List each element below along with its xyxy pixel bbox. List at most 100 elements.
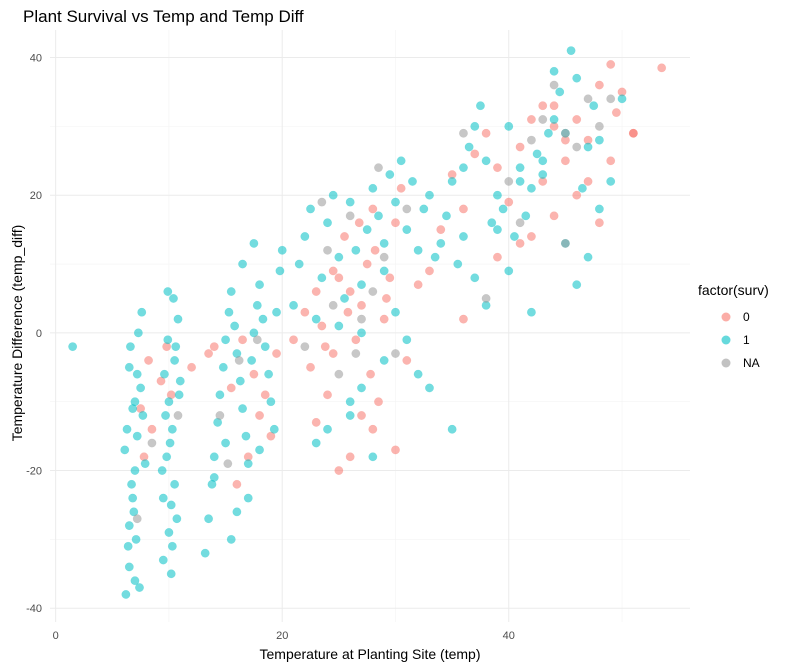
- data-point-1: [492, 225, 502, 235]
- data-point-1: [165, 438, 175, 448]
- data-point-1: [127, 479, 137, 489]
- data-point-na: [459, 128, 468, 138]
- data-point-1: [328, 190, 338, 200]
- data-point-na: [549, 80, 559, 90]
- data-point-1: [323, 218, 332, 228]
- data-point-1: [132, 369, 142, 379]
- data-point-0: [362, 259, 372, 269]
- data-point-1: [583, 142, 593, 152]
- data-point-na: [234, 355, 244, 365]
- data-point-1: [521, 211, 531, 221]
- data-point-0: [260, 390, 270, 400]
- data-point-0: [340, 232, 349, 241]
- data-point-0: [413, 280, 423, 290]
- data-point-0: [560, 156, 570, 166]
- data-point-0: [320, 342, 330, 352]
- data-point-0: [311, 287, 321, 297]
- data-point-1: [221, 438, 231, 448]
- legend-key-0: [721, 312, 731, 322]
- data-point-1: [169, 294, 178, 303]
- chart-title: Plant Survival vs Temp and Temp Diff: [23, 7, 304, 26]
- data-point-0: [187, 362, 197, 372]
- data-point-0: [266, 431, 276, 441]
- data-point-0: [657, 63, 667, 73]
- data-point-na: [328, 300, 338, 310]
- data-point-1: [345, 197, 355, 207]
- data-point-na: [351, 349, 361, 358]
- data-point-0: [357, 411, 366, 420]
- data-point-0: [343, 307, 353, 317]
- data-point-1: [209, 452, 219, 462]
- data-point-0: [572, 115, 582, 124]
- data-point-na: [606, 94, 616, 104]
- data-point-1: [311, 438, 321, 448]
- data-point-1: [249, 238, 259, 248]
- data-point-1: [170, 479, 180, 489]
- data-point-0: [249, 369, 259, 379]
- data-point-0: [374, 397, 383, 407]
- data-point-0: [366, 369, 376, 379]
- data-point-0: [526, 115, 536, 124]
- data-point-1: [241, 431, 251, 441]
- data-point-0: [345, 452, 355, 462]
- data-point-1: [425, 190, 434, 200]
- data-point-0: [255, 411, 265, 420]
- data-point-1: [589, 101, 599, 111]
- data-point-1: [124, 562, 134, 572]
- data-point-0: [232, 479, 242, 489]
- data-point-0: [204, 349, 214, 358]
- data-point-1: [396, 156, 406, 166]
- y-tick-label: -40: [26, 603, 42, 615]
- data-point-1: [351, 245, 361, 255]
- data-point-0: [425, 266, 434, 276]
- data-point-1: [345, 397, 355, 407]
- data-point-0: [272, 349, 281, 358]
- grid: [50, 30, 690, 622]
- data-point-1: [133, 328, 143, 338]
- data-point-1: [138, 411, 148, 420]
- data-point-0: [323, 390, 332, 400]
- data-point-1: [164, 397, 174, 407]
- data-point-0: [334, 273, 344, 283]
- data-point-1: [538, 156, 548, 166]
- data-point-1: [583, 252, 593, 262]
- x-axis-ticks: 0 20 40: [53, 630, 515, 642]
- data-point-1: [549, 115, 559, 124]
- data-point-1: [131, 534, 141, 544]
- data-point-1: [481, 156, 491, 166]
- data-point-0: [328, 266, 338, 276]
- data-point-1: [209, 472, 219, 482]
- data-point-0: [549, 211, 559, 221]
- data-point-1: [249, 328, 259, 338]
- data-point-0: [144, 355, 153, 365]
- data-point-1: [419, 204, 429, 214]
- data-point-1: [159, 369, 169, 379]
- data-point-na: [515, 218, 525, 228]
- data-point-1: [515, 163, 525, 173]
- legend: factor(surv) 0 1 NA: [698, 282, 769, 370]
- data-point-0: [396, 183, 406, 193]
- data-point-1: [252, 300, 262, 310]
- data-point-0: [402, 355, 412, 365]
- data-point-1: [167, 541, 177, 551]
- data-point-1: [264, 369, 274, 379]
- data-point-1: [487, 218, 497, 228]
- data-point-1: [230, 321, 240, 331]
- data-point-0: [368, 204, 378, 214]
- data-point-0: [238, 335, 248, 345]
- data-point-1: [391, 197, 400, 207]
- data-point-1: [166, 569, 176, 579]
- data-point-1: [226, 534, 236, 544]
- data-point-0: [594, 80, 604, 90]
- data-point-0: [334, 466, 344, 476]
- data-point-1: [402, 225, 412, 235]
- data-point-1: [294, 259, 304, 269]
- data-point-1: [594, 135, 604, 145]
- data-point-1: [122, 424, 132, 434]
- data-point-1: [275, 266, 285, 276]
- data-point-1: [172, 514, 182, 524]
- legend-title: factor(surv): [698, 282, 769, 298]
- data-point-1: [171, 342, 181, 352]
- data-point-1: [247, 355, 257, 365]
- data-point-1: [425, 383, 434, 393]
